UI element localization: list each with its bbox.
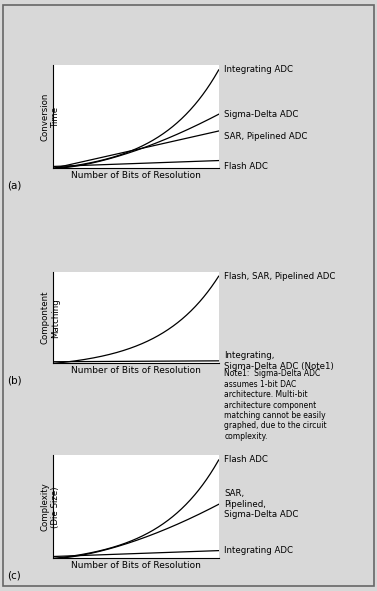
Y-axis label: Compontent
Matching: Compontent Matching: [40, 291, 60, 345]
Text: Note1:  Sigma-Delta ADC
assumes 1-bit DAC
architecture. Multi-bit
architecture c: Note1: Sigma-Delta ADC assumes 1-bit DAC…: [224, 369, 327, 441]
Y-axis label: Conversion
Time: Conversion Time: [40, 93, 60, 141]
Text: SAR,
Pipelined,
Sigma-Delta ADC: SAR, Pipelined, Sigma-Delta ADC: [224, 489, 299, 519]
Text: (a): (a): [8, 180, 22, 190]
Text: (b): (b): [8, 375, 22, 385]
X-axis label: Number of Bits of Resolution: Number of Bits of Resolution: [71, 171, 201, 180]
X-axis label: Number of Bits of Resolution: Number of Bits of Resolution: [71, 561, 201, 570]
Text: SAR, Pipelined ADC: SAR, Pipelined ADC: [224, 132, 308, 141]
Text: Sigma-Delta ADC: Sigma-Delta ADC: [224, 110, 299, 119]
Text: Integrating ADC: Integrating ADC: [224, 546, 293, 555]
Text: Integrating,
Sigma-Delta ADC (Note1): Integrating, Sigma-Delta ADC (Note1): [224, 351, 334, 371]
Text: Flash ADC: Flash ADC: [224, 162, 268, 171]
Text: Flash, SAR, Pipelined ADC: Flash, SAR, Pipelined ADC: [224, 272, 336, 281]
Text: Integrating ADC: Integrating ADC: [224, 66, 293, 74]
Text: (c): (c): [8, 570, 21, 580]
X-axis label: Number of Bits of Resolution: Number of Bits of Resolution: [71, 366, 201, 375]
Text: Flash ADC: Flash ADC: [224, 456, 268, 465]
Y-axis label: Complexity
(Die Size): Complexity (Die Size): [40, 482, 60, 531]
